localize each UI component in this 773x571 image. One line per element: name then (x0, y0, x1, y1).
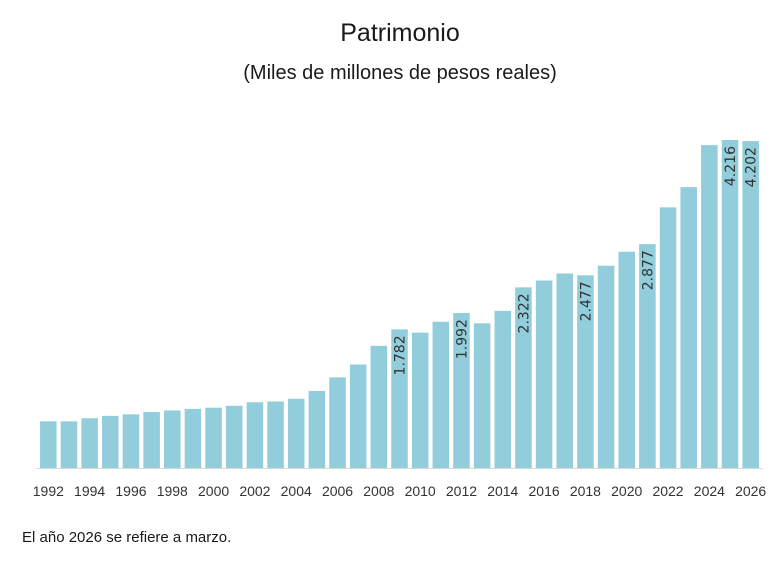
x-tick-label-2010: 2010 (405, 483, 436, 499)
x-tick-label-1992: 1992 (33, 483, 64, 499)
x-tick-label-2006: 2006 (322, 483, 353, 499)
x-tick-label-2014: 2014 (487, 483, 518, 499)
bar-2023 (680, 187, 697, 468)
x-tick-label-2008: 2008 (363, 483, 394, 499)
bar-2008 (370, 345, 388, 468)
bar-2014 (494, 310, 512, 468)
data-label-2015: 2.322 (516, 293, 532, 333)
bar-1996 (122, 414, 140, 468)
bar-2003 (267, 401, 284, 468)
bar-2022 (659, 207, 677, 468)
x-tick-label-1996: 1996 (115, 483, 146, 499)
bar-2012 (453, 313, 470, 468)
x-tick-label-2022: 2022 (652, 483, 683, 499)
bar-2001 (225, 405, 243, 468)
bar-1994 (81, 418, 98, 468)
data-label-2025: 4.216 (723, 146, 739, 186)
bar-2017 (556, 273, 574, 468)
x-tick-label-2026: 2026 (735, 483, 766, 499)
x-tick-label-2016: 2016 (529, 483, 560, 499)
bar-2019 (597, 265, 615, 468)
bar-2007 (349, 364, 367, 468)
bar-2015 (515, 287, 532, 468)
bar-2026 (742, 141, 759, 468)
bar-2004 (287, 398, 305, 468)
bar-1998 (164, 410, 181, 468)
bar-1995 (102, 415, 119, 468)
bars-group (40, 140, 759, 468)
x-tick-label-2004: 2004 (281, 483, 312, 499)
data-label-2026: 4.202 (744, 147, 760, 187)
bar-2000 (205, 407, 222, 468)
bar-1992 (40, 421, 57, 468)
x-tick-label-2002: 2002 (239, 483, 270, 499)
bar-1993 (60, 421, 78, 468)
bar-2025 (721, 140, 739, 468)
x-tick-label-1994: 1994 (74, 483, 105, 499)
bar-2013 (473, 323, 491, 468)
chart-subtitle: (Miles de millones de pesos reales) (243, 62, 557, 84)
x-tick-label-2020: 2020 (611, 483, 642, 499)
chart-title: Patrimonio (340, 19, 460, 47)
x-tick-label-1998: 1998 (157, 483, 188, 499)
x-tick-label-2024: 2024 (694, 483, 725, 499)
x-tick-label-2000: 2000 (198, 483, 229, 499)
data-label-2021: 2.877 (640, 250, 656, 290)
bar-2016 (535, 280, 553, 468)
bar-2002 (246, 402, 264, 468)
bar-2011 (432, 321, 450, 468)
chart-footnote: El año 2026 se refiere a marzo. (22, 529, 232, 546)
bar-2010 (411, 332, 429, 468)
bar-2005 (308, 390, 326, 468)
bar-2018 (577, 275, 594, 468)
data-label-2018: 2.477 (578, 281, 594, 321)
data-label-2012: 1.992 (454, 319, 470, 359)
data-label-2009: 1.782 (393, 335, 409, 375)
bar-2021 (639, 244, 656, 468)
bar-2020 (618, 251, 635, 468)
x-axis-ticks: 1992 1994 1996 1998 2000 2002 2004 2006 2008 2010… (33, 483, 767, 499)
bar-2009 (391, 329, 408, 468)
data-labels-group: 1.782 1.992 2.322 2.477 2.877 4.216 4.202 (393, 146, 760, 376)
bar-1999 (184, 408, 202, 468)
x-tick-label-2018: 2018 (570, 483, 601, 499)
bar-2006 (329, 377, 346, 468)
bar-2024 (701, 145, 718, 468)
bar-1997 (143, 411, 160, 468)
x-tick-label-2012: 2012 (446, 483, 477, 499)
